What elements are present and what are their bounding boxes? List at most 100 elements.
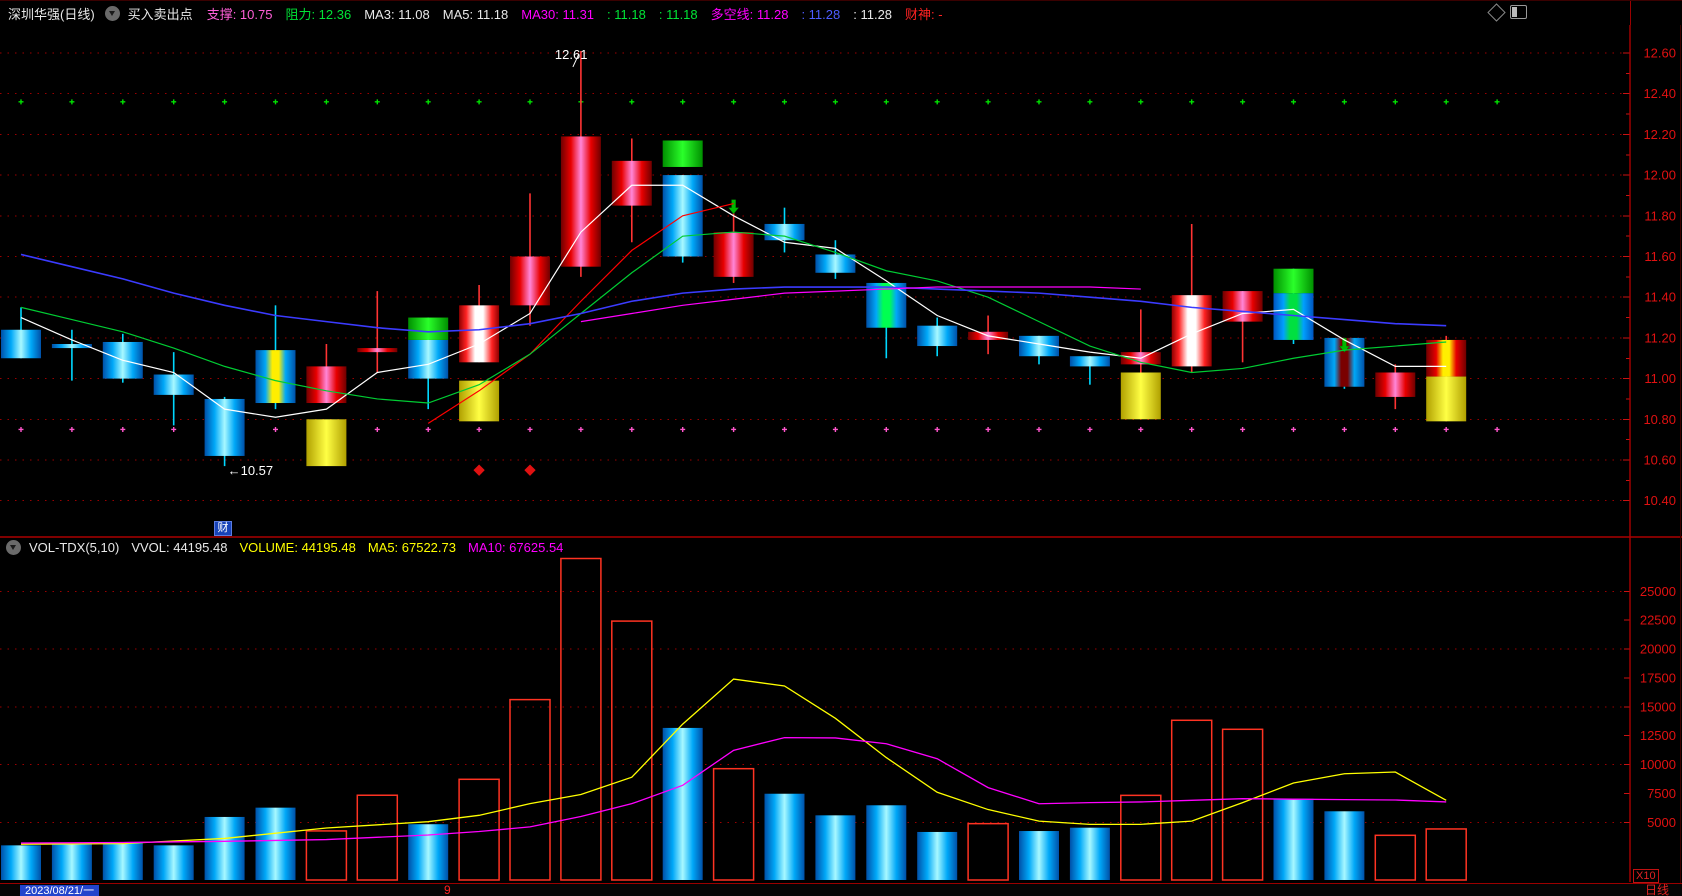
volume-bar-down xyxy=(1019,831,1059,880)
volume-bar-down xyxy=(1069,827,1110,880)
svg-text:12500: 12500 xyxy=(1640,728,1676,743)
svg-text:12.20: 12.20 xyxy=(1643,127,1676,142)
value-segment: MA5: 11.18 xyxy=(442,6,509,22)
candle xyxy=(1,307,41,359)
candle xyxy=(815,240,856,279)
diamond-icon[interactable] xyxy=(1487,2,1506,22)
volume-multiplier-label: X10 xyxy=(1633,869,1659,883)
value-segment: : 11.18 xyxy=(658,6,698,22)
candle xyxy=(459,284,500,363)
volume-indicator-header: VOL-TDX(5,10) VVOL: 44195.48 VOLUME: 44195… xyxy=(6,539,575,556)
volume-bar-down xyxy=(408,824,449,880)
svg-text:10.80: 10.80 xyxy=(1643,412,1676,427)
volume-bar-down xyxy=(255,807,296,880)
yellow-signal-box xyxy=(1120,372,1161,420)
candle xyxy=(662,175,703,263)
panel-layout-icon[interactable] xyxy=(1510,5,1527,19)
svg-text:12.40: 12.40 xyxy=(1643,86,1676,101)
cai-indicator-badge: 财 xyxy=(214,521,232,536)
value-segment: VOLUME: 44195.48 xyxy=(239,540,356,555)
yellow-signal-box xyxy=(459,380,500,422)
ma3-white-line xyxy=(20,184,1447,418)
volume-bar-down xyxy=(917,831,958,880)
chevron-circle-icon[interactable] xyxy=(6,540,21,555)
value-segment: : 11.28 xyxy=(801,6,841,22)
signal-boxes xyxy=(306,140,1467,467)
volume-bar-up xyxy=(1120,794,1162,881)
top-status-bar: 深圳华强(日线) 买入卖出点 支撑: 10.75 阻力: 12.36 MA3: 11… xyxy=(0,1,1682,25)
value-segment: 支撑: 10.75 xyxy=(206,6,273,22)
volume-bar-down xyxy=(815,815,856,880)
low-price-label: ←10.57 xyxy=(228,463,274,478)
chevron-circle-icon[interactable] xyxy=(104,5,120,21)
svg-text:11.00: 11.00 xyxy=(1644,371,1676,386)
candle xyxy=(1019,335,1059,365)
value-segment: 阻力: 12.36 xyxy=(285,6,352,22)
value-segment: VVOL: 44195.48 xyxy=(131,540,228,555)
green-signal-box xyxy=(662,140,703,167)
volume-bar-up xyxy=(967,822,1009,881)
volume-bar-down xyxy=(204,816,245,880)
green-line-line xyxy=(20,231,1447,404)
svg-text:17500: 17500 xyxy=(1640,670,1676,685)
value-segment: MA30: 11.31 xyxy=(521,6,595,22)
candle xyxy=(611,138,652,243)
svg-text:15000: 15000 xyxy=(1640,699,1676,714)
volume-bar-down xyxy=(153,845,194,880)
period-label[interactable]: 日线 xyxy=(1645,883,1670,896)
value-segment: VOL-TDX(5,10) xyxy=(29,540,120,555)
green-signal-box xyxy=(1273,268,1314,294)
volume-bar-up xyxy=(611,620,653,881)
candle xyxy=(357,291,398,373)
volume-values: VOL-TDX(5,10) VVOL: 44195.48 VOLUME: 44195… xyxy=(29,540,575,555)
value-segment: 多空线: 11.28 xyxy=(710,6,789,22)
volume-bar-down xyxy=(866,805,907,880)
volume-bar-down xyxy=(102,842,143,880)
volume-bar-up xyxy=(1374,834,1417,881)
volume-bar-up xyxy=(1425,828,1467,881)
svg-text:11.20: 11.20 xyxy=(1644,330,1676,345)
candle xyxy=(1222,291,1263,363)
date-label[interactable]: 2023/08/21/一 xyxy=(20,885,100,896)
svg-text:7500: 7500 xyxy=(1647,786,1676,801)
value-segment: MA3: 11.08 xyxy=(364,6,430,22)
volume-bar-down xyxy=(51,843,92,880)
candle xyxy=(917,317,958,357)
candle xyxy=(306,344,347,404)
candle xyxy=(204,396,245,467)
sell-arrow-icon xyxy=(728,199,740,215)
vol-ma5-line xyxy=(20,678,1447,845)
svg-text:5000: 5000 xyxy=(1647,815,1676,830)
volume-bar-down xyxy=(1,845,41,880)
volume-bars xyxy=(1,557,1467,881)
duokong-blue-line xyxy=(20,253,1447,333)
volume-bar-up xyxy=(1221,728,1264,881)
chart-canvas[interactable]: 12.60 12.40 12.20 12.00 11.80 11.60 11.40 11.20… xyxy=(0,25,1682,896)
indicator-name: 买入卖出点 xyxy=(127,6,193,22)
volume-bar-down xyxy=(764,793,805,880)
value-segment: 财神: - xyxy=(905,6,943,22)
svg-text:25000: 25000 xyxy=(1640,584,1676,599)
axis-divider-top xyxy=(1630,1,1631,25)
candle xyxy=(764,207,805,253)
candle xyxy=(1069,356,1110,385)
red-line-line xyxy=(427,203,734,424)
candle xyxy=(560,50,601,277)
volume-bar-down xyxy=(1273,798,1314,880)
candle xyxy=(713,201,754,283)
svg-text:22500: 22500 xyxy=(1640,613,1676,628)
candle xyxy=(1375,364,1416,410)
time-axis-bar[interactable]: 2023/08/21/一 9 日线 xyxy=(0,883,1682,896)
volume-bar-up xyxy=(509,698,551,881)
svg-text:20000: 20000 xyxy=(1640,642,1676,657)
green-signal-box xyxy=(408,317,449,340)
candle xyxy=(510,193,550,326)
volume-bar-down xyxy=(1324,811,1365,880)
volume-bar-up xyxy=(305,830,348,881)
stock-title: 深圳华强(日线) xyxy=(8,6,95,22)
vol-ma10-line xyxy=(20,736,1447,844)
high-price-label: 12.61 xyxy=(555,47,588,62)
yellow-signal-box xyxy=(1426,376,1467,422)
value-segment: MA10: 67625.54 xyxy=(468,540,564,555)
volume-bar-up xyxy=(560,557,602,881)
